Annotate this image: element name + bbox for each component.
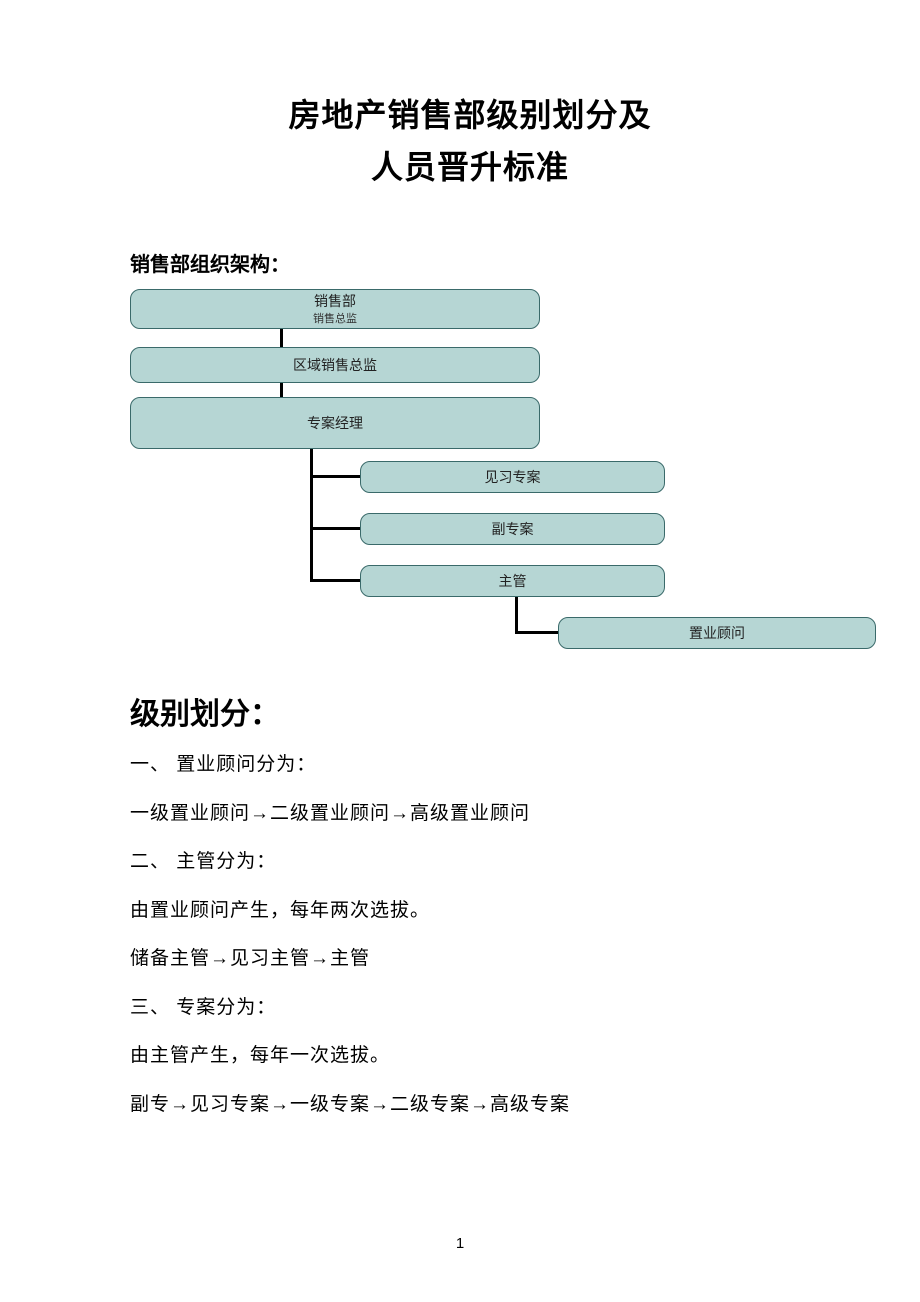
org-chart-node-label: 销售部 [314, 292, 356, 310]
org-chart-connector [280, 329, 283, 347]
para-1: 一、 置业顾问分为： [130, 751, 810, 780]
para-7: 由主管产生，每年一次选拔。 [130, 1042, 810, 1071]
org-chart-node-label: 专案经理 [307, 414, 363, 432]
org-chart-node-label: 区域销售总监 [293, 356, 377, 374]
org-chart-node-n2: 区域销售总监 [130, 347, 540, 383]
org-chart-connector [515, 631, 558, 634]
org-chart-node-n5: 副专案 [360, 513, 665, 545]
org-chart-connector [310, 579, 360, 582]
org-chart-node-label: 主管 [499, 572, 527, 590]
para-8: 副专→见习专案→一级专案→二级专案→高级专案 [130, 1091, 810, 1120]
org-chart-connector [280, 383, 283, 397]
org-chart-node-n1: 销售部销售总监 [130, 289, 540, 329]
para-3: 二、 主管分为： [130, 848, 810, 877]
org-chart-node-label: 副专案 [492, 520, 534, 538]
org-chart-node-n4: 见习专案 [360, 461, 665, 493]
org-chart-node-n6: 主管 [360, 565, 665, 597]
org-chart-connector [515, 597, 518, 633]
org-chart-node-n7: 置业顾问 [558, 617, 876, 649]
para-6: 三、 专案分为： [130, 994, 810, 1023]
levels-heading: 级别划分： [130, 689, 810, 733]
para-2: 一级置业顾问→二级置业顾问→高级置业顾问 [130, 800, 810, 829]
org-chart-node-label: 置业顾问 [689, 624, 745, 642]
org-chart-connector [310, 449, 313, 581]
para-4: 由置业顾问产生，每年两次选拔。 [130, 897, 810, 926]
org-chart-connector [310, 475, 360, 478]
doc-title-line1: 房地产销售部级别划分及 [130, 90, 810, 136]
org-chart-node-label: 见习专案 [485, 468, 541, 486]
para-5: 储备主管→见习主管→主管 [130, 945, 810, 974]
org-chart-node-sublabel: 销售总监 [313, 312, 357, 326]
org-structure-label: 销售部组织架构： [130, 248, 810, 277]
org-chart-connector [310, 527, 360, 530]
doc-title-line2: 人员晋升标准 [130, 142, 810, 188]
page-number: 1 [0, 1235, 920, 1252]
org-chart-node-n3: 专案经理 [130, 397, 540, 449]
org-chart: 销售部销售总监区域销售总监专案经理见习专案副专案主管置业顾问 [130, 289, 890, 649]
page-container: 房地产销售部级别划分及 人员晋升标准 销售部组织架构： 销售部销售总监区域销售总… [0, 0, 920, 1302]
